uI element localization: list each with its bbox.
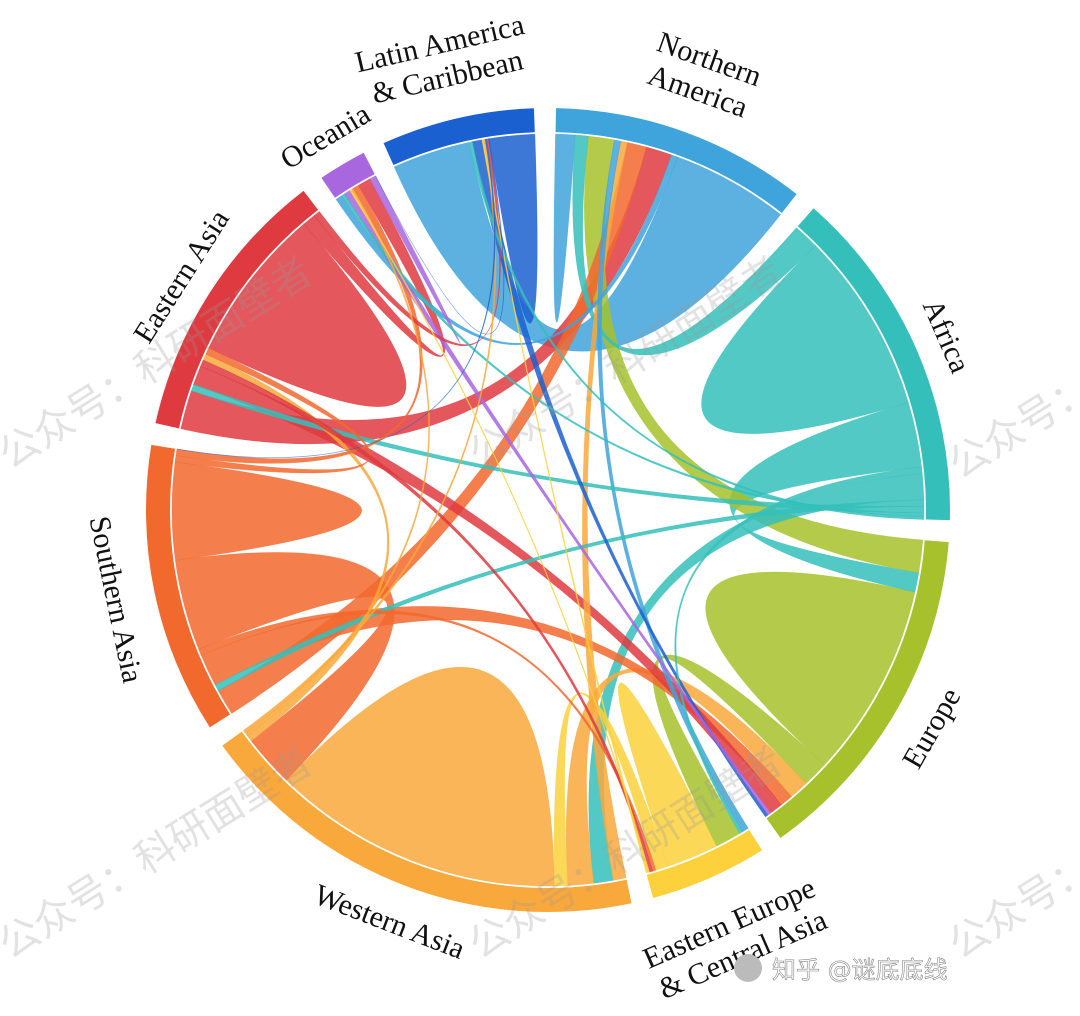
region-arc [155,190,319,429]
chord [481,139,649,874]
chord [200,359,653,873]
region-label-line: Europe [896,682,968,774]
chord [349,189,650,873]
chord [468,141,925,520]
watermark: 公众号：科研面壁者 [941,739,1080,969]
chord [553,133,576,323]
region-label: Europe [896,682,968,774]
region-label-line: Southern Asia [82,513,149,685]
chord [176,138,496,458]
region-arc [797,208,950,521]
region-label: Latin America& Caribbean [352,8,527,110]
region-label-line: Africa [916,294,977,377]
region-arc [321,152,375,198]
chord [285,667,555,887]
chord [171,461,362,561]
arcs [145,108,950,912]
chord [375,138,505,335]
chord [488,133,538,324]
region-arc [646,829,763,899]
watermark-icon [734,954,762,982]
chord [208,223,407,407]
chord [214,499,925,692]
region-label: Africa [916,294,977,377]
watermark: 知乎 @谜底底线 [772,956,948,984]
region-arc [555,108,797,213]
chord [198,610,657,872]
chord [191,384,925,514]
watermark: 公众号：科研面壁者 [941,259,1080,489]
region-arc [222,731,632,912]
chord [174,347,371,474]
chord [705,571,916,766]
chord [565,668,807,886]
chords [171,133,925,887]
region-arc [766,540,949,838]
chord [597,139,749,833]
chord [701,245,909,434]
region-label: Southern Asia [82,513,149,685]
chord [674,466,923,834]
region-arc [383,108,535,166]
region-arc [145,444,231,728]
watermark: 公众号：科研面壁者 [0,739,321,969]
